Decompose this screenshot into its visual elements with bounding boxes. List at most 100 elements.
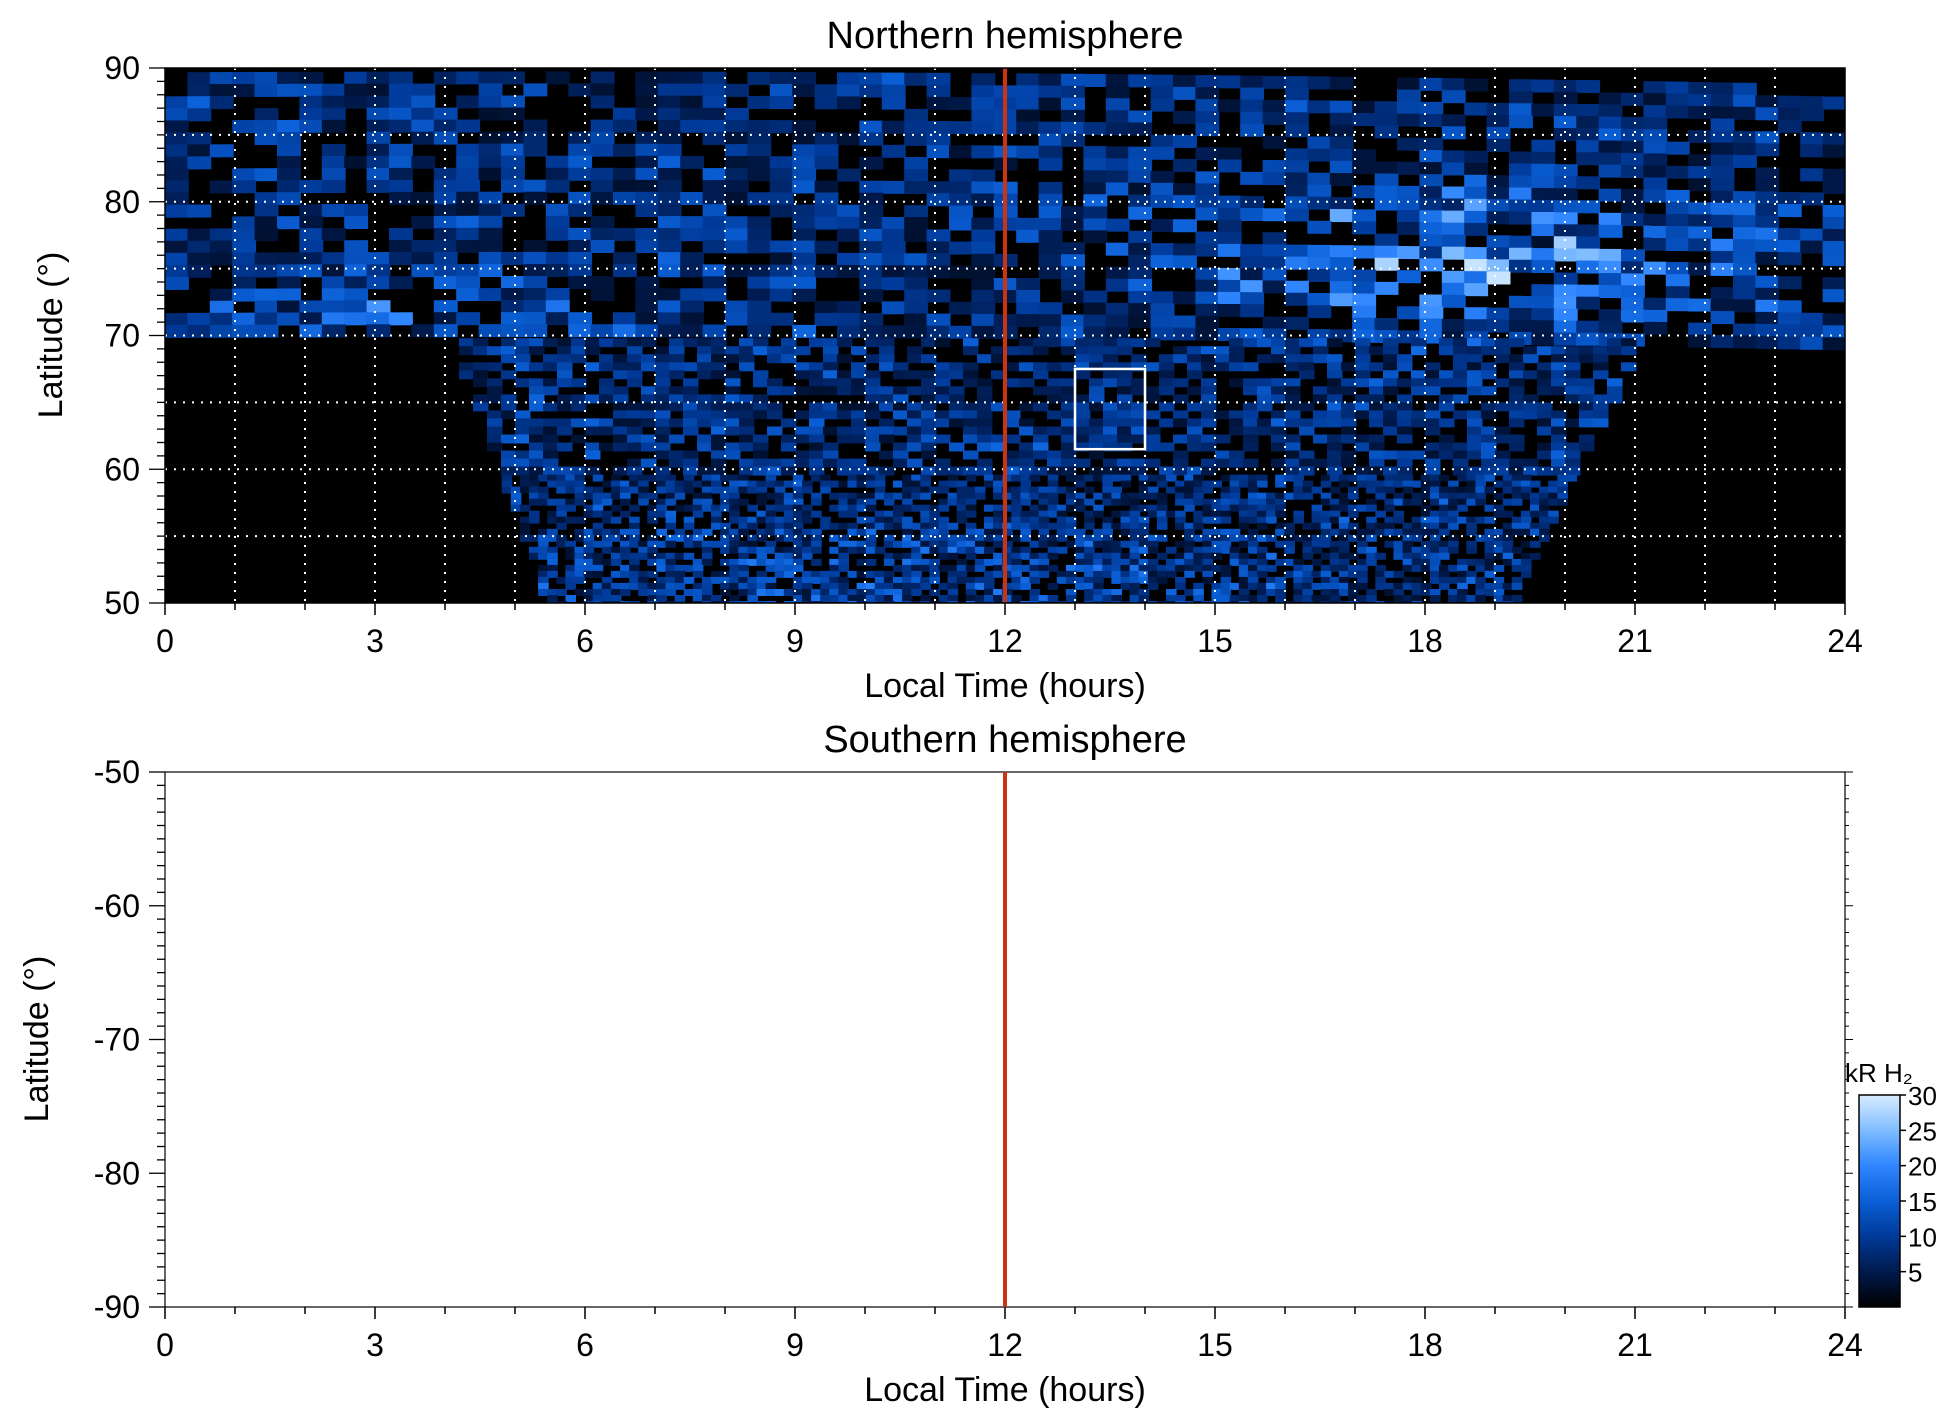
heat-cell: [1284, 601, 1295, 603]
heat-cell: [538, 528, 549, 536]
heat-cell: [1374, 281, 1399, 295]
heat-cell: [938, 528, 950, 536]
heat-cell: [1033, 338, 1049, 348]
heat-cell: [1467, 346, 1483, 356]
heat-cell: [543, 338, 559, 348]
heat-cell: [299, 107, 324, 121]
heat-cell: [1247, 516, 1259, 524]
heat-cell: [601, 601, 613, 603]
heat-cell: [1120, 601, 1132, 603]
heat-cell: [859, 265, 884, 279]
heat-cell: [1156, 570, 1168, 578]
heat-cell: [792, 72, 817, 86]
heat-cell: [929, 564, 940, 572]
heat-cell: [1299, 418, 1315, 428]
heat-cell: [1338, 589, 1350, 596]
heat-cell: [592, 486, 604, 494]
heat-cell: [543, 362, 559, 372]
heat-cell: [1117, 386, 1133, 396]
heat-cell: [1348, 552, 1359, 560]
heat-cell: [629, 558, 640, 566]
heat-cell: [823, 402, 839, 412]
heat-cell: [1038, 157, 1063, 171]
heat-cell: [1011, 546, 1022, 554]
heat-cell: [956, 480, 968, 488]
heat-cell: [583, 510, 595, 518]
heat-cell: [1327, 402, 1343, 412]
heat-cell: [921, 394, 937, 404]
heat-cell: [1352, 100, 1377, 115]
heat-cell: [697, 410, 713, 420]
heat-cell: [1156, 474, 1168, 482]
heat-cell: [1397, 113, 1421, 127]
heat-cell: [738, 552, 749, 560]
heat-cell: [657, 143, 682, 157]
heat-cell: [753, 338, 769, 348]
heat-cell: [1299, 338, 1315, 348]
heat-cell: [1464, 271, 1489, 285]
heat-cell: [487, 410, 503, 420]
heat-cell: [1397, 434, 1413, 444]
heat-cell: [1439, 450, 1455, 460]
heat-cell: [1201, 386, 1217, 396]
heat-cell: [993, 589, 1004, 596]
heat-cell: [656, 552, 667, 560]
heat-cell: [1238, 474, 1250, 482]
heat-cell: [1329, 100, 1354, 114]
heat-cell: [1511, 582, 1523, 590]
heat-cell: [501, 402, 517, 412]
heat-cell: [1120, 480, 1132, 488]
heat-cell: [865, 442, 881, 452]
heat-cell: [725, 156, 749, 170]
heat-cell: [674, 582, 686, 590]
heat-cell: [1102, 558, 1113, 566]
heat-cell: [665, 486, 677, 494]
heat-cell: [974, 564, 986, 572]
heat-cell: [1755, 215, 1780, 229]
heat-cell: [629, 480, 640, 488]
heat-cell: [926, 84, 951, 98]
heat-cell: [1229, 486, 1241, 494]
heat-cell: [1293, 534, 1304, 542]
heat-cell: [902, 552, 913, 560]
heat-cell: [1038, 516, 1050, 524]
heat-cell: [487, 378, 503, 388]
heat-cell: [583, 528, 595, 536]
heat-cell: [647, 552, 658, 560]
heat-cell: [254, 216, 279, 230]
heat-cell: [711, 370, 727, 380]
heat-cell: [1484, 474, 1496, 482]
heat-cell: [725, 418, 741, 428]
heat-cell: [902, 534, 913, 542]
heat-cell: [935, 370, 951, 380]
heat-cell: [1117, 362, 1133, 372]
heat-cell: [254, 83, 279, 97]
heat-cell: [1357, 504, 1368, 512]
heat-cell: [1539, 528, 1550, 536]
heat-cell: [1425, 386, 1441, 396]
heat-cell: [949, 362, 965, 372]
heat-cell: [920, 492, 931, 500]
heat-cell: [1243, 410, 1259, 420]
heat-cell: [792, 180, 817, 194]
heat-cell: [1467, 434, 1483, 444]
heat-cell: [911, 576, 922, 584]
heat-cell: [702, 264, 727, 278]
heat-cell: [519, 504, 531, 512]
heat-cell: [1439, 504, 1450, 512]
heat-cell: [1084, 570, 1095, 578]
heat-cell: [902, 522, 913, 530]
heat-cell: [1420, 522, 1432, 530]
heat-cell: [984, 570, 995, 578]
heat-cell: [739, 346, 755, 356]
heat-cell: [1579, 410, 1595, 420]
heat-cell: [1020, 534, 1031, 542]
heat-cell: [1341, 426, 1357, 436]
heat-cell: [641, 338, 657, 348]
heat-cell: [911, 534, 922, 542]
heat-cell: [1375, 492, 1386, 500]
heat-cell: [1502, 534, 1514, 542]
heat-cell: [820, 582, 831, 590]
heat-cell: [1665, 201, 1690, 215]
heat-cell: [971, 229, 996, 243]
